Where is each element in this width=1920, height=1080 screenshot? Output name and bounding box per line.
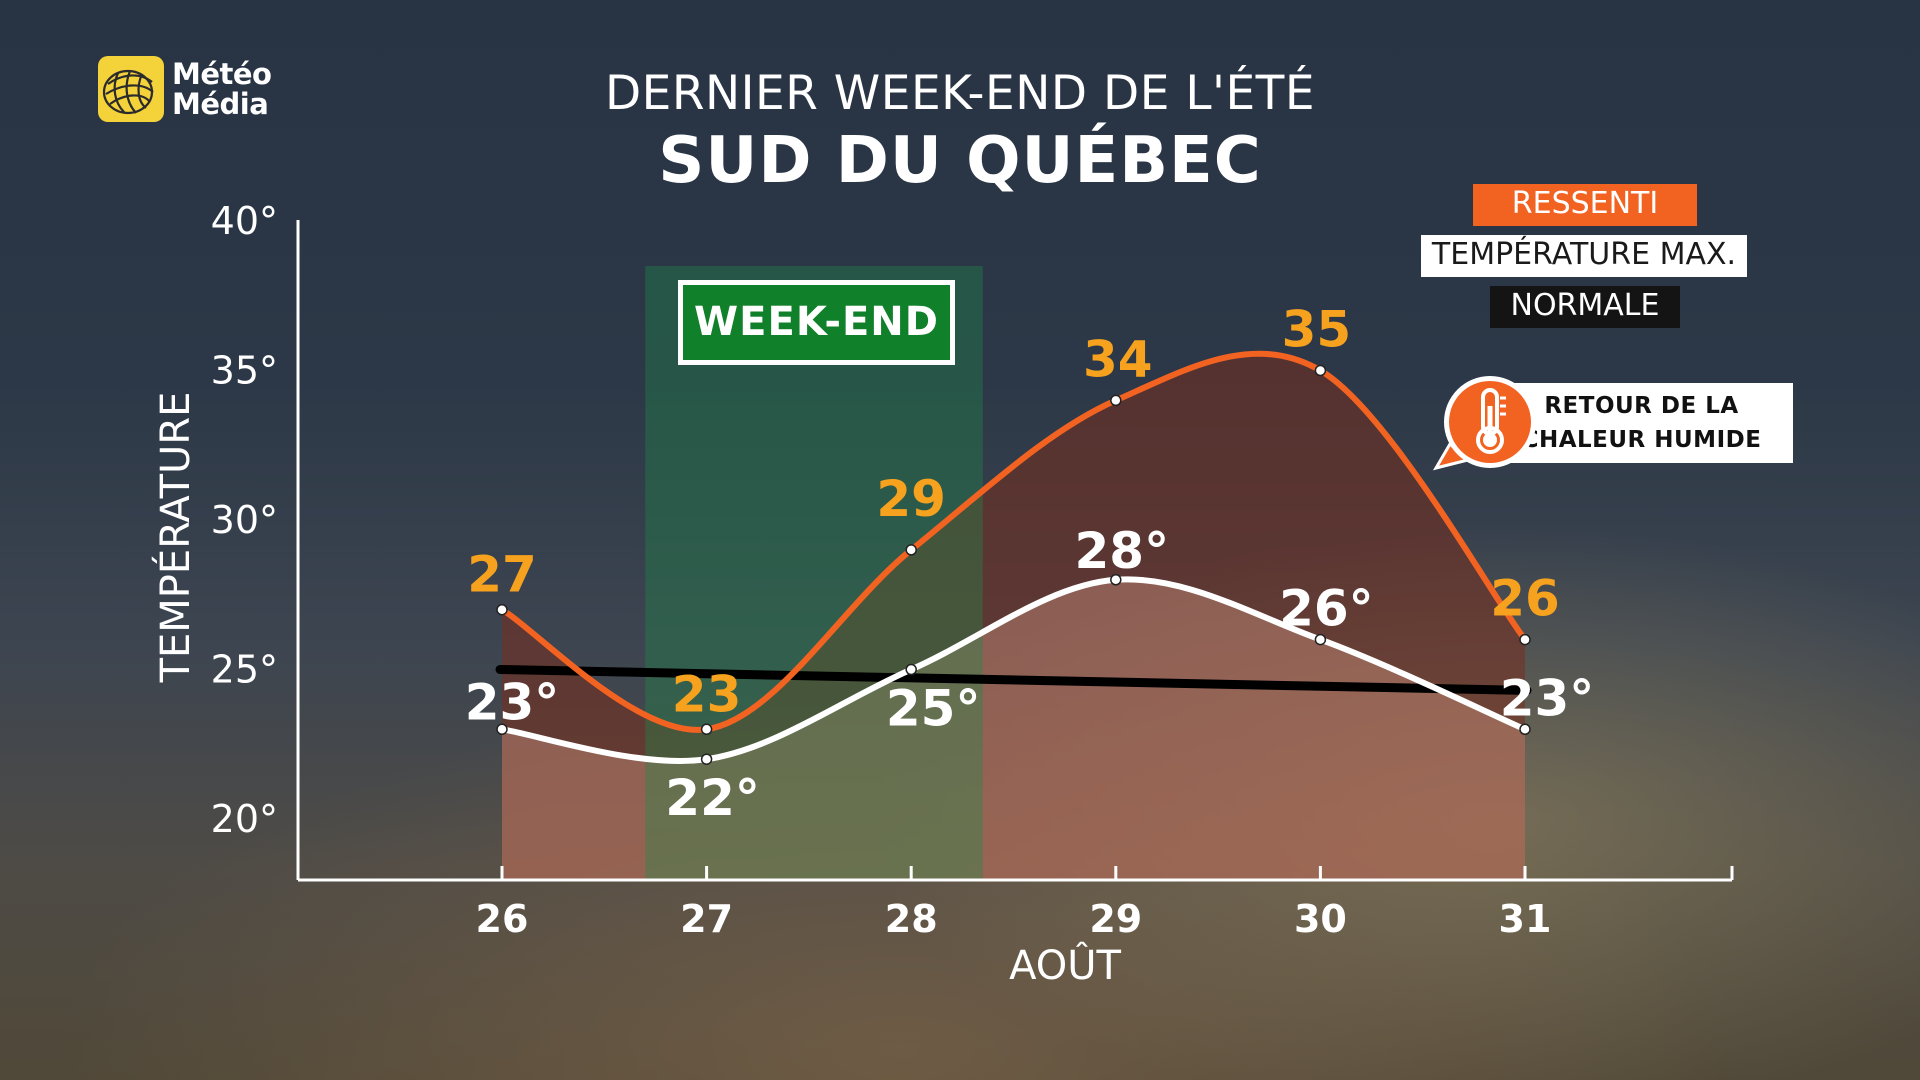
ressenti-line xyxy=(500,350,1528,733)
y-axis-title: TEMPÉRATURE xyxy=(153,391,199,683)
y-tick-label: 35° xyxy=(211,349,278,393)
x-axis-title: AOÛT xyxy=(1009,943,1121,989)
alert-box: RETOUR DE LA CHALEUR HUMIDE xyxy=(1490,383,1793,463)
chart-title: SUD DU QUÉBEC xyxy=(658,124,1262,198)
logo-line-2: Média xyxy=(172,87,269,121)
ressenti-value-label: 35 xyxy=(1282,301,1352,359)
max-point xyxy=(1314,633,1327,646)
x-tick-label: 28 xyxy=(885,897,938,941)
globe-icon xyxy=(98,56,164,122)
normale-line xyxy=(495,665,1532,695)
weekend-badge: WEEK-END xyxy=(678,280,955,365)
x-tick-label: 26 xyxy=(476,897,529,941)
thermometer-icon xyxy=(1432,376,1536,471)
ressenti-point xyxy=(905,544,917,556)
max-value-label: 26° xyxy=(1279,580,1374,638)
y-tick-label: 30° xyxy=(211,498,278,542)
y-tick-label: 25° xyxy=(211,648,278,692)
legend-ressenti: RESSENTI xyxy=(1473,184,1697,226)
ressenti-point xyxy=(1110,394,1122,407)
legend-temperature-max: TEMPÉRATURE MAX. xyxy=(1421,235,1747,277)
max-value-label: 23° xyxy=(1500,669,1595,727)
max-value-label: 28° xyxy=(1075,522,1170,580)
y-tick-label: 40° xyxy=(211,199,278,243)
max-point xyxy=(700,753,713,765)
ressenti-value-label: 23 xyxy=(672,665,742,723)
x-tick-label: 30 xyxy=(1294,897,1347,941)
max-value-label: 23° xyxy=(465,673,560,731)
max-line xyxy=(501,576,1527,764)
alert-line-2: CHALEUR HUMIDE xyxy=(1521,427,1762,453)
x-tick-label: 27 xyxy=(680,897,733,941)
legend-normale: NORMALE xyxy=(1490,286,1680,328)
x-tick-label: 31 xyxy=(1499,897,1552,941)
max-point xyxy=(1110,574,1122,586)
ressenti-value-label: 29 xyxy=(876,470,946,528)
ressenti-point xyxy=(1314,364,1327,377)
max-point xyxy=(905,663,917,676)
ressenti-point xyxy=(700,723,713,736)
x-tick-label: 29 xyxy=(1089,897,1142,941)
max-value-label: 22° xyxy=(665,769,760,827)
alert-line-1: RETOUR DE LA xyxy=(1544,393,1739,419)
ressenti-value-label: 34 xyxy=(1083,330,1153,388)
max-point xyxy=(496,723,508,736)
ressenti-value-label: 26 xyxy=(1490,570,1560,628)
weekend-band xyxy=(645,266,983,880)
logo-line-1: Météo xyxy=(172,57,272,91)
ressenti-point xyxy=(496,603,508,616)
ressenti-point xyxy=(1519,633,1531,646)
max-point xyxy=(1519,723,1531,736)
max-value-label: 25° xyxy=(886,680,981,738)
chart-subtitle: DERNIER WEEK-END DE L'ÉTÉ xyxy=(604,66,1316,121)
max-area xyxy=(502,579,1525,880)
y-tick-label: 20° xyxy=(211,797,278,841)
meteomedia-logo: Météo Média xyxy=(98,56,272,122)
ressenti-value-label: 27 xyxy=(467,546,537,604)
